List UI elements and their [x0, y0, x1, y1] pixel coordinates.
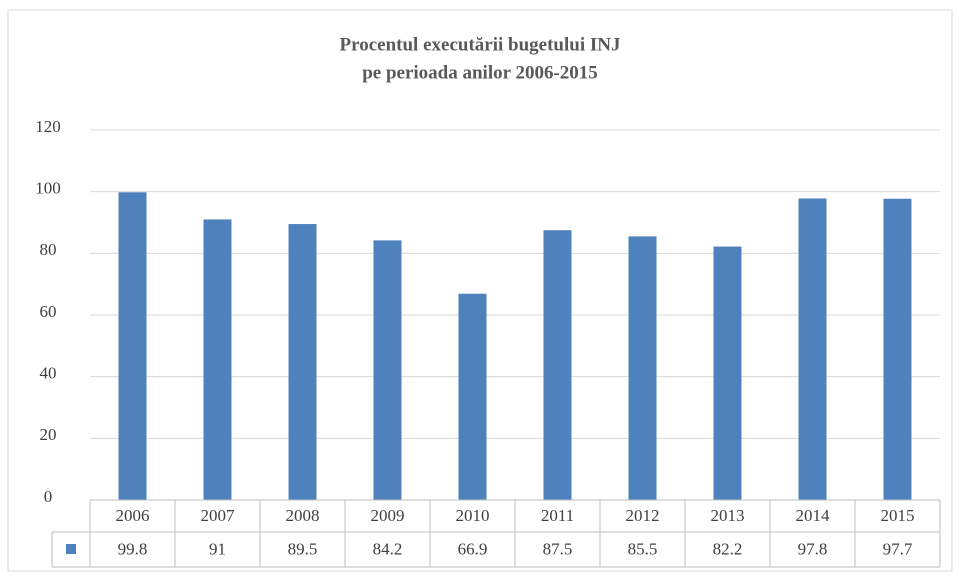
- table-value: 66.9: [458, 539, 488, 558]
- table-value: 91: [209, 539, 226, 558]
- bar: [118, 192, 147, 501]
- y-tick-label: 20: [40, 425, 57, 444]
- x-tick-label: 2011: [541, 506, 574, 525]
- y-tick-label: 80: [40, 240, 57, 259]
- y-tick-label: 40: [40, 364, 57, 383]
- chart-title: pe perioada anilor 2006-2015: [362, 62, 598, 83]
- y-tick-label: 100: [35, 179, 61, 198]
- bar: [628, 236, 657, 500]
- table-value: 99.8: [118, 539, 148, 558]
- table-value: 97.8: [798, 539, 828, 558]
- x-tick-label: 2013: [711, 506, 745, 525]
- legend-key: [66, 544, 76, 554]
- bar: [203, 219, 232, 500]
- bar: [373, 240, 402, 500]
- bar: [288, 224, 317, 500]
- bar: [458, 293, 487, 500]
- table-value: 89.5: [288, 539, 318, 558]
- table-value: 85.5: [628, 539, 658, 558]
- bar: [543, 230, 572, 501]
- x-tick-label: 2012: [626, 506, 660, 525]
- y-tick-label: 0: [44, 487, 53, 506]
- bar: [798, 198, 827, 500]
- table-value: 97.7: [883, 539, 913, 558]
- y-tick-label: 120: [35, 117, 61, 136]
- x-tick-label: 2007: [201, 506, 236, 525]
- table-value: 82.2: [713, 539, 743, 558]
- chart-title: Procentul executării bugetului INJ: [340, 34, 621, 55]
- table-value: 87.5: [543, 539, 573, 558]
- x-tick-label: 2006: [116, 506, 150, 525]
- x-tick-label: 2008: [286, 506, 320, 525]
- y-tick-label: 60: [40, 302, 57, 321]
- x-tick-label: 2010: [456, 506, 490, 525]
- bar: [713, 246, 742, 500]
- bar: [883, 198, 912, 500]
- table-value: 84.2: [373, 539, 403, 558]
- x-tick-label: 2015: [881, 506, 915, 525]
- x-tick-label: 2014: [796, 506, 831, 525]
- x-tick-label: 2009: [371, 506, 405, 525]
